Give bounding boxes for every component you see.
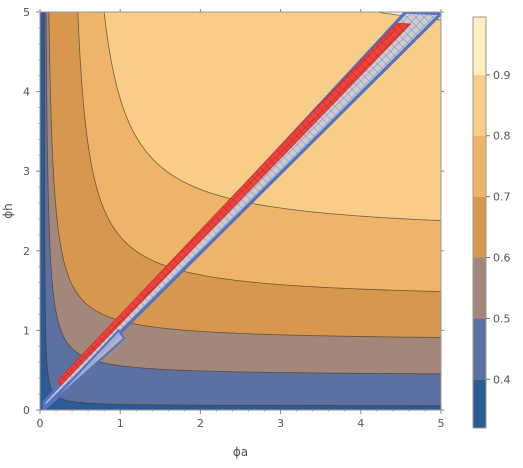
x-tick-label-5: 5 bbox=[438, 417, 445, 430]
x-tick-label-0: 0 bbox=[37, 417, 44, 430]
diagonal-band-inner-stripe bbox=[58, 22, 412, 387]
legend-tick-label-3: 0.7 bbox=[493, 191, 511, 204]
legend-swatch-3 bbox=[473, 196, 486, 258]
y-tick-label-5: 5 bbox=[23, 6, 30, 19]
plot-frame bbox=[39, 11, 442, 411]
legend-tick-label-2: 0.6 bbox=[493, 252, 511, 265]
plot-area bbox=[40, 12, 441, 410]
x-tick-label-1: 1 bbox=[117, 417, 124, 430]
legend-tick-label-0: 0.4 bbox=[493, 373, 511, 386]
legend-tick-label-4: 0.8 bbox=[493, 130, 511, 143]
legend-swatch-5 bbox=[473, 74, 486, 136]
diagonal-band-wedge bbox=[43, 328, 126, 410]
legend-tick-label-1: 0.5 bbox=[493, 312, 511, 325]
diagonal-band-outer bbox=[42, 12, 441, 410]
axes: 0 1 2 3 4 5 0 1 2 3 4 5 ϕa ϕh bbox=[1, 6, 445, 459]
legend-swatch-4 bbox=[473, 135, 486, 197]
contour-line-3 bbox=[48, 12, 441, 338]
y-tick-label-1: 1 bbox=[23, 324, 30, 337]
contour-line-5 bbox=[103, 12, 441, 222]
legend-swatch-0 bbox=[473, 379, 486, 428]
contour-line-2 bbox=[45, 12, 441, 375]
x-tick-label-2: 2 bbox=[197, 417, 204, 430]
legend-swatch-1 bbox=[473, 318, 486, 380]
y-tick-label-0: 0 bbox=[23, 404, 30, 417]
x-tick-label-4: 4 bbox=[357, 417, 364, 430]
y-tick-label-4: 4 bbox=[23, 86, 30, 99]
x-tick-label-3: 3 bbox=[277, 417, 284, 430]
legend-frame bbox=[472, 16, 487, 429]
y-tick-label-2: 2 bbox=[23, 245, 30, 258]
legend-tick-label-5: 0.9 bbox=[493, 69, 511, 82]
color-legend: 0.4 0.5 0.6 0.7 0.8 0.9 bbox=[472, 16, 511, 429]
y-axis-label: ϕh bbox=[1, 203, 15, 219]
legend-swatch-6 bbox=[473, 17, 486, 75]
contour-line-4 bbox=[77, 12, 441, 292]
legend-swatch-2 bbox=[473, 257, 486, 319]
x-axis-label: ϕa bbox=[233, 445, 248, 459]
y-tick-label-3: 3 bbox=[23, 165, 30, 178]
